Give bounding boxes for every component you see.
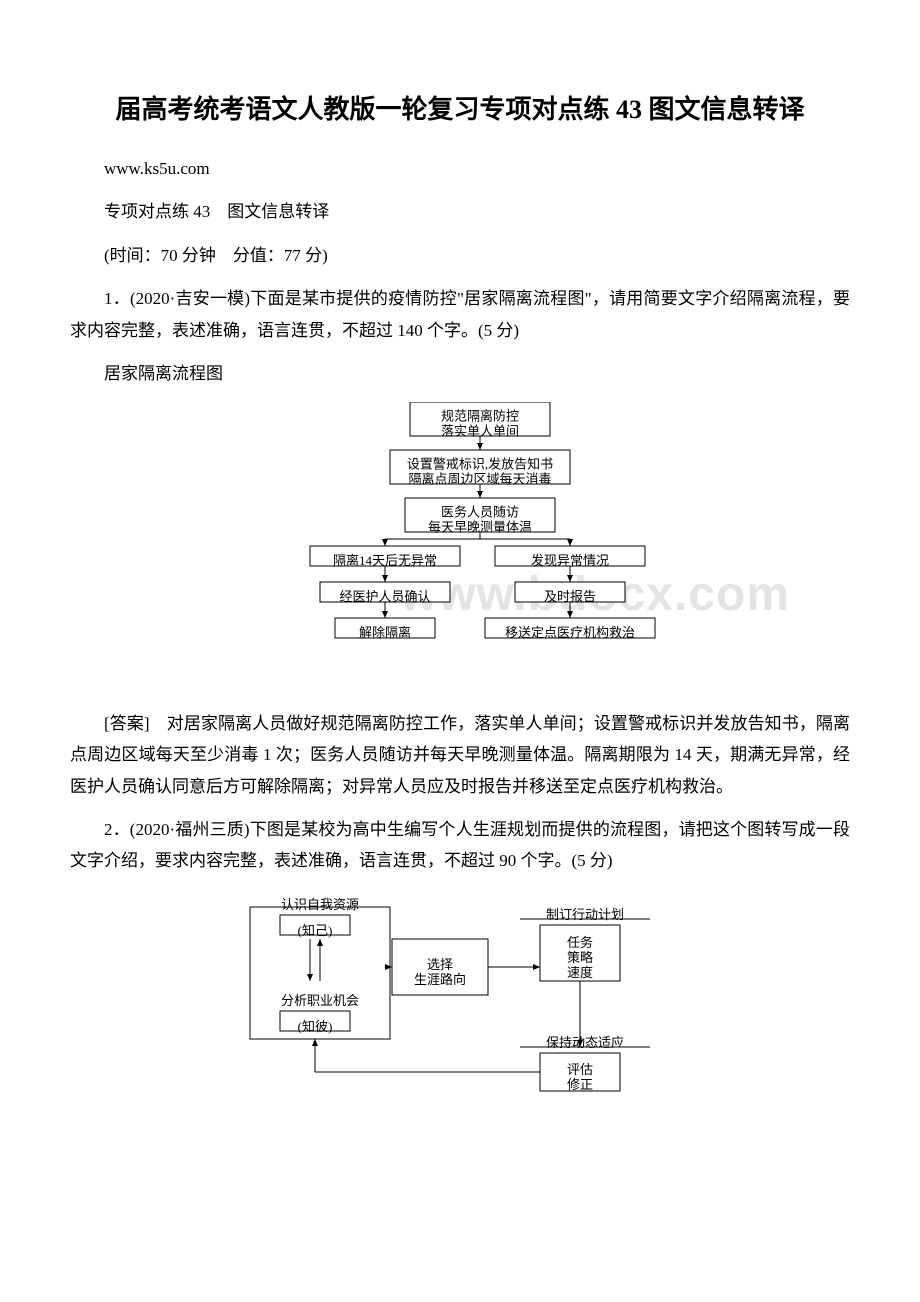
svg-text:经医护人员确认: 经医护人员确认 [339, 589, 430, 604]
timing-info: (时间：70 分钟 分值：77 分) [70, 240, 850, 271]
svg-text:制订行动计划: 制订行动计划 [546, 907, 624, 922]
svg-text:速度: 速度 [567, 965, 593, 980]
svg-text:保持动态适应: 保持动态适应 [546, 1035, 624, 1050]
svg-text:(知己): (知己) [298, 923, 333, 938]
svg-text:策略: 策略 [567, 950, 593, 965]
svg-text:发现异常情况: 发现异常情况 [531, 553, 609, 568]
svg-text:修正: 修正 [567, 1077, 593, 1092]
question-2-text: 2．(2020·福州三质)下图是某校为高中生编写个人生涯规划而提供的流程图，请把… [70, 814, 850, 877]
svg-text:(知彼): (知彼) [298, 1019, 333, 1034]
subtitle: 专项对点练 43 图文信息转译 [70, 196, 850, 227]
page-title: 届高考统考语文人教版一轮复习专项对点练 43 图文信息转译 [70, 90, 850, 129]
spacer [70, 676, 850, 696]
svg-text:移送定点医疗机构救治: 移送定点医疗机构救治 [505, 625, 635, 640]
svg-text:认识自我资源: 认识自我资源 [281, 897, 359, 912]
svg-text:生涯路向: 生涯路向 [414, 972, 466, 987]
flowchart-1-title: 居家隔离流程图 [70, 358, 850, 389]
source-url: www.ks5u.com [70, 153, 850, 184]
svg-text:医务人员随访: 医务人员随访 [441, 504, 519, 519]
svg-text:隔离14天后无异常: 隔离14天后无异常 [333, 553, 437, 568]
svg-text:评估: 评估 [567, 1062, 593, 1077]
flowchart-2: 认识自我资源 (知己) 分析职业机会 (知彼) 选择生涯路向 制订行动计划任务策略速度保持… [220, 889, 700, 1124]
flowchart-1: 规范隔离防控落实单人单间设置警戒标识,发放告知书隔离点周边区域每天消毒医务人员随… [250, 402, 670, 662]
svg-text:解除隔离: 解除隔离 [359, 625, 411, 640]
svg-text:规范隔离防控: 规范隔离防控 [441, 408, 519, 423]
answer-1: [答案] 对居家隔离人员做好规范隔离防控工作，落实单人单间；设置警戒标识并发放告… [70, 708, 850, 802]
svg-text:及时报告: 及时报告 [544, 589, 596, 604]
svg-text:任务: 任务 [567, 935, 593, 950]
svg-text:选择: 选择 [427, 957, 453, 972]
question-1-text: 1．(2020·吉安一模)下面是某市提供的疫情防控"居家隔离流程图"，请用简要文… [70, 283, 850, 346]
svg-text:设置警戒标识,发放告知书: 设置警戒标识,发放告知书 [407, 456, 553, 471]
svg-text:分析职业机会: 分析职业机会 [281, 993, 359, 1008]
